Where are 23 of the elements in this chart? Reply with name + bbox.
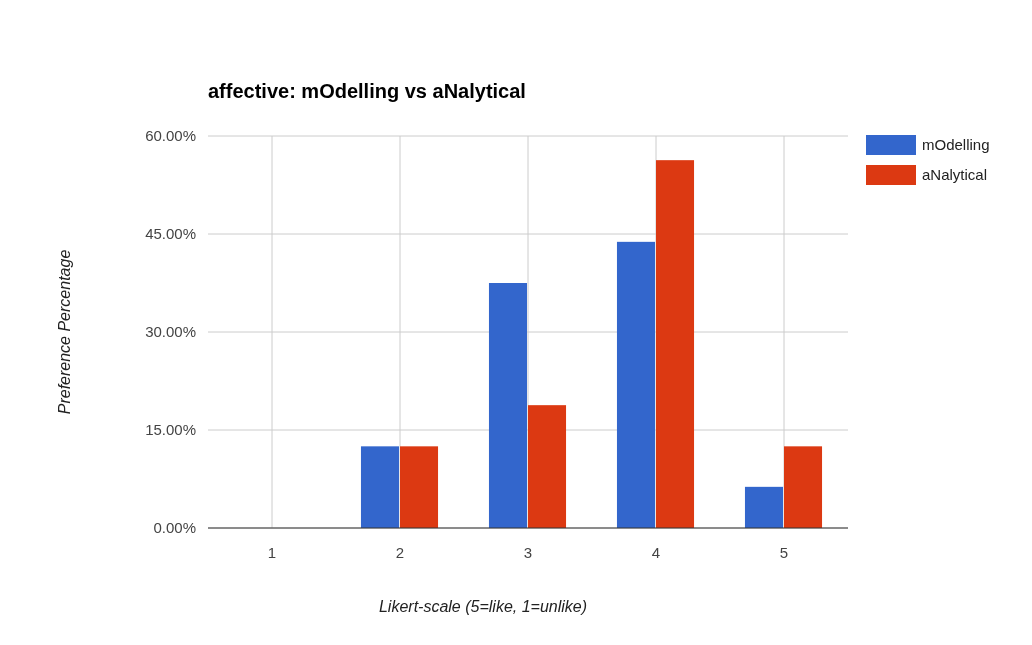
x-tick-label: 3 xyxy=(523,544,533,561)
bar xyxy=(616,241,655,528)
y-tick-label: 30.00% xyxy=(145,323,196,341)
x-axis-title: Likert-scale (5=like, 1=unlike) xyxy=(378,598,588,615)
legend-label: mOdelling xyxy=(922,136,990,154)
bar xyxy=(400,446,439,528)
bar xyxy=(744,486,783,528)
y-axis-title: Preference Percentage xyxy=(56,249,73,415)
legend-label: aNalytical xyxy=(922,166,988,184)
bar xyxy=(784,446,823,528)
bar xyxy=(528,405,567,528)
x-tick-label: 2 xyxy=(395,544,405,561)
bar xyxy=(360,446,399,528)
y-tick-label: 60.00% xyxy=(145,127,196,145)
y-tick-label: 0.00% xyxy=(153,519,196,537)
bar xyxy=(488,283,527,528)
x-tick-label: 4 xyxy=(651,544,661,561)
x-tick-label: 5 xyxy=(779,544,789,561)
chart-title: affective: mOdelling vs aNalytical xyxy=(208,80,526,102)
x-tick-label: 1 xyxy=(267,544,277,561)
y-tick-label: 45.00% xyxy=(145,225,196,243)
bar xyxy=(656,160,695,528)
y-tick-label: 15.00% xyxy=(145,421,196,439)
